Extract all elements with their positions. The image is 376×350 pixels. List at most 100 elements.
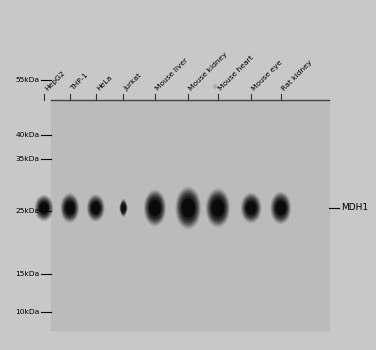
Point [209, 183, 215, 189]
Point [64, 179, 70, 184]
Ellipse shape [121, 201, 126, 216]
Point [317, 198, 323, 203]
Point [99, 136, 105, 142]
Point [124, 190, 130, 195]
Point [309, 304, 315, 310]
Point [60, 233, 66, 239]
Point [298, 285, 304, 290]
Point [145, 304, 151, 310]
Ellipse shape [147, 195, 162, 221]
Point [132, 296, 138, 302]
Point [263, 253, 269, 258]
Point [226, 124, 232, 130]
Point [314, 221, 320, 226]
Point [94, 180, 100, 186]
Point [306, 116, 312, 122]
Point [118, 161, 124, 166]
Point [231, 261, 237, 266]
Point [136, 111, 142, 117]
Point [128, 237, 134, 242]
Point [83, 164, 89, 170]
Point [237, 109, 243, 115]
Point [73, 211, 79, 217]
Point [171, 266, 177, 271]
Point [286, 194, 292, 200]
Point [117, 281, 123, 286]
Point [202, 241, 208, 247]
Point [245, 297, 251, 302]
Point [216, 202, 222, 208]
Point [259, 270, 265, 276]
Point [211, 216, 217, 221]
Point [152, 286, 158, 292]
Point [102, 265, 108, 271]
Point [165, 218, 171, 223]
Point [86, 126, 92, 132]
Point [318, 164, 324, 169]
Point [136, 150, 142, 155]
Ellipse shape [68, 205, 71, 210]
Point [71, 153, 77, 159]
Point [289, 121, 295, 127]
Point [213, 182, 219, 188]
Point [242, 260, 248, 266]
Point [155, 318, 161, 324]
Point [192, 134, 198, 140]
Point [249, 287, 255, 293]
Point [285, 183, 291, 188]
Point [119, 119, 125, 125]
Point [282, 191, 288, 197]
Point [256, 159, 262, 164]
Point [158, 211, 164, 217]
Point [125, 195, 131, 200]
Point [147, 245, 153, 250]
Point [88, 282, 94, 288]
Point [235, 158, 241, 163]
Point [277, 309, 284, 315]
Point [210, 151, 216, 157]
Point [126, 120, 132, 126]
Point [202, 173, 208, 178]
Point [123, 224, 129, 230]
Point [135, 276, 141, 282]
Point [91, 157, 97, 162]
Point [161, 224, 167, 230]
Point [322, 192, 328, 197]
Point [218, 104, 224, 109]
Point [143, 194, 149, 200]
Point [191, 212, 197, 218]
Point [240, 205, 246, 211]
Point [126, 130, 132, 135]
Point [299, 199, 305, 204]
Point [209, 260, 215, 265]
Point [180, 308, 186, 314]
Point [212, 270, 218, 276]
Point [233, 257, 239, 262]
Point [250, 251, 256, 257]
Point [309, 192, 315, 197]
Point [297, 297, 303, 302]
Point [158, 146, 164, 151]
Point [80, 287, 86, 292]
Point [127, 226, 133, 231]
Point [243, 271, 249, 276]
Point [193, 117, 199, 122]
Point [125, 307, 131, 312]
Point [285, 238, 291, 244]
Point [165, 174, 171, 180]
Point [74, 206, 80, 211]
Point [110, 289, 116, 295]
Point [318, 113, 324, 119]
Point [97, 101, 103, 107]
Point [150, 201, 156, 207]
Point [243, 311, 249, 316]
Point [160, 283, 166, 288]
Point [174, 223, 180, 228]
Point [220, 321, 226, 327]
Point [107, 219, 113, 224]
Point [103, 106, 109, 112]
Point [292, 225, 298, 230]
Point [275, 281, 281, 287]
Point [165, 304, 171, 310]
Point [188, 149, 194, 155]
